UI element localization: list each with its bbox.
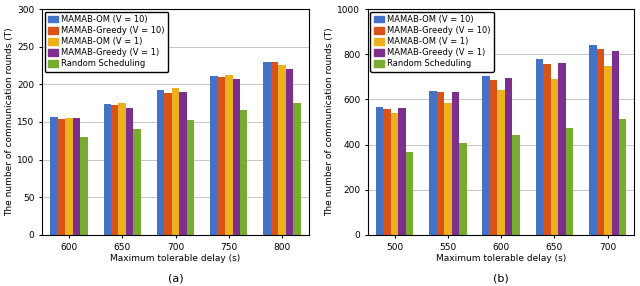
X-axis label: Maximum tolerable delay (s): Maximum tolerable delay (s) [110, 254, 241, 263]
Bar [398, 108, 406, 235]
Bar [58, 119, 65, 235]
Bar [558, 63, 566, 235]
Bar [490, 80, 497, 235]
Bar [179, 92, 187, 235]
Bar [505, 78, 513, 235]
Bar [619, 119, 627, 235]
Bar [429, 91, 436, 235]
Bar [126, 108, 133, 235]
Bar [271, 63, 278, 235]
Y-axis label: The number of communication rounds (T): The number of communication rounds (T) [6, 28, 15, 216]
Bar [225, 75, 232, 235]
X-axis label: Maximum tolerable delay (s): Maximum tolerable delay (s) [436, 254, 566, 263]
Bar [72, 118, 80, 235]
Bar [172, 88, 179, 235]
Bar [513, 135, 520, 235]
Bar [232, 79, 240, 235]
Bar [459, 143, 467, 235]
Bar [157, 90, 164, 235]
Legend: MAMAB-OM (V = 10), MAMAB-Greedy (V = 10), MAMAB-OM (V = 1), MAMAB-Greedy (V = 1): MAMAB-OM (V = 10), MAMAB-Greedy (V = 10)… [371, 11, 494, 72]
Text: (a): (a) [168, 273, 183, 283]
Bar [589, 45, 596, 235]
Bar [444, 104, 452, 235]
Bar [133, 130, 141, 235]
Y-axis label: The number of communication rounds (T): The number of communication rounds (T) [326, 28, 335, 216]
Legend: MAMAB-OM (V = 10), MAMAB-Greedy (V = 10), MAMAB-OM (V = 1), MAMAB-Greedy (V = 1): MAMAB-OM (V = 10), MAMAB-Greedy (V = 10)… [45, 11, 168, 72]
Bar [104, 104, 111, 235]
Bar [293, 103, 301, 235]
Bar [596, 49, 604, 235]
Bar [497, 90, 505, 235]
Text: (b): (b) [493, 273, 509, 283]
Bar [187, 120, 194, 235]
Bar [483, 76, 490, 235]
Bar [604, 66, 611, 235]
Bar [240, 110, 248, 235]
Bar [436, 92, 444, 235]
Bar [65, 118, 72, 235]
Bar [391, 113, 398, 235]
Bar [611, 51, 619, 235]
Bar [286, 69, 293, 235]
Bar [264, 62, 271, 235]
Bar [164, 93, 172, 235]
Bar [383, 109, 391, 235]
Bar [551, 79, 558, 235]
Bar [218, 77, 225, 235]
Bar [406, 152, 413, 235]
Bar [278, 65, 286, 235]
Bar [376, 107, 383, 235]
Bar [536, 59, 543, 235]
Bar [566, 128, 573, 235]
Bar [80, 137, 88, 235]
Bar [118, 103, 126, 235]
Bar [543, 64, 551, 235]
Bar [210, 76, 218, 235]
Bar [50, 118, 58, 235]
Bar [111, 106, 118, 235]
Bar [452, 92, 459, 235]
